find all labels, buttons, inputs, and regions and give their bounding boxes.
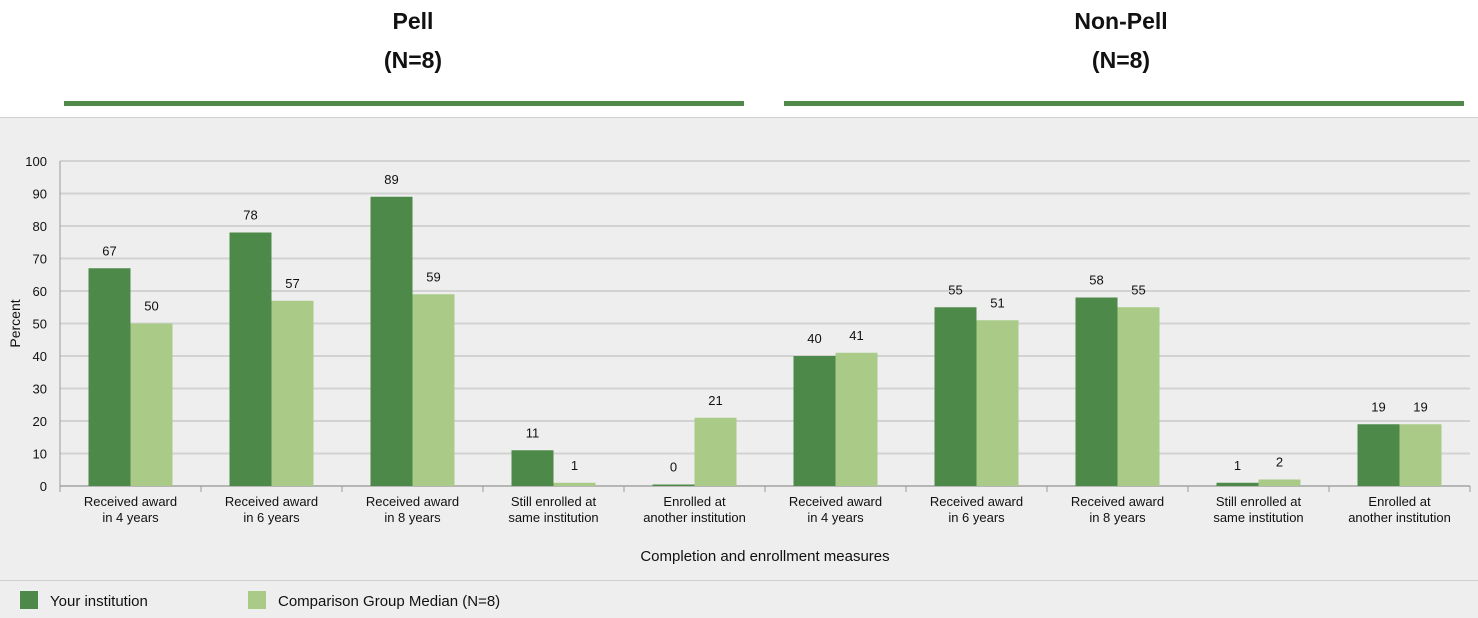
- bar-your-institution: [370, 196, 413, 486]
- data-label: 67: [102, 243, 116, 258]
- x-tick-label: Received award: [225, 494, 318, 509]
- legend-swatch-your-institution: [20, 591, 38, 609]
- data-label: 11: [526, 425, 540, 440]
- data-label: 41: [849, 328, 863, 343]
- y-tick-label: 50: [33, 317, 47, 332]
- y-tick-label: 10: [33, 447, 47, 462]
- chart-panel: 0 10 20 30 40 50 60 70 80 90 100 Percent 67 50 Receive…: [0, 117, 1478, 618]
- x-tick-label: in 6 years: [243, 510, 300, 525]
- data-label: 19: [1413, 399, 1427, 414]
- y-tick-label: 80: [33, 219, 47, 234]
- legend-swatch-comparison: [248, 591, 266, 609]
- x-tick-label: in 8 years: [1089, 510, 1146, 525]
- bar-comparison: [1399, 424, 1442, 486]
- legend: Your institution Comparison Group Median…: [0, 580, 1478, 618]
- x-tick-label: Received award: [930, 494, 1023, 509]
- pell-n: (N=8): [383, 47, 443, 73]
- bar-your-institution: [652, 484, 695, 486]
- nonpell-n: (N=8): [1091, 47, 1151, 73]
- y-tick-label: 90: [33, 187, 47, 202]
- data-label: 55: [948, 282, 962, 297]
- data-label: 78: [243, 208, 257, 223]
- x-tick-label: same institution: [1213, 510, 1303, 525]
- bar-your-institution: [793, 356, 836, 486]
- legend-label-your-institution: Your institution: [50, 593, 148, 610]
- x-tick-label: Received award: [789, 494, 882, 509]
- data-label: 0: [670, 460, 677, 475]
- bar-comparison: [271, 300, 314, 486]
- y-axis-title: Percent: [7, 299, 23, 347]
- x-tick-label: Received award: [1071, 494, 1164, 509]
- y-tick-label: 100: [25, 154, 47, 169]
- bar-your-institution: [1216, 482, 1259, 486]
- y-tick-label: 40: [33, 349, 47, 364]
- pell-group-header: Pell (N=8): [263, 8, 563, 74]
- bar-comparison: [412, 294, 455, 486]
- y-tick-label: 60: [33, 284, 47, 299]
- x-tick-label: same institution: [508, 510, 598, 525]
- data-label: 55: [1131, 282, 1145, 297]
- bar-comparison: [1258, 479, 1301, 486]
- bar-comparison: [1117, 307, 1160, 486]
- bar-your-institution: [1075, 297, 1118, 486]
- x-tick-label: in 8 years: [384, 510, 441, 525]
- data-label: 19: [1371, 399, 1385, 414]
- bar-chart: 0102030405060708090100Percent6750Receive…: [7, 154, 1471, 565]
- data-label: 58: [1089, 273, 1103, 288]
- data-label: 40: [807, 331, 821, 346]
- x-tick-label: Still enrolled at: [511, 494, 597, 509]
- y-tick-label: 30: [33, 382, 47, 397]
- x-tick-label: another institution: [643, 510, 746, 525]
- bar-your-institution: [934, 307, 977, 486]
- bar-your-institution: [1357, 424, 1400, 486]
- data-label: 21: [708, 393, 722, 408]
- nonpell-title: Non-Pell: [1074, 8, 1168, 34]
- data-label: 1: [1234, 458, 1241, 473]
- nonpell-group-header: Non-Pell (N=8): [971, 8, 1271, 74]
- x-tick-label: in 4 years: [807, 510, 864, 525]
- bar-your-institution: [229, 232, 272, 486]
- data-label: 59: [426, 269, 440, 284]
- bar-your-institution: [511, 450, 554, 486]
- bar-comparison: [130, 323, 173, 486]
- x-tick-label: another institution: [1348, 510, 1451, 525]
- x-tick-label: Received award: [84, 494, 177, 509]
- y-tick-label: 70: [33, 252, 47, 267]
- data-label: 1: [571, 458, 578, 473]
- y-tick-label: 0: [40, 479, 47, 494]
- x-tick-label: Still enrolled at: [1216, 494, 1302, 509]
- pell-divider: [64, 101, 744, 106]
- x-tick-label: in 6 years: [948, 510, 1005, 525]
- x-axis-title: Completion and enrollment measures: [640, 548, 889, 565]
- bar-your-institution: [88, 268, 131, 486]
- x-tick-label: in 4 years: [102, 510, 159, 525]
- x-tick-label: Enrolled at: [663, 494, 726, 509]
- bar-comparison: [553, 482, 596, 486]
- x-tick-label: Enrolled at: [1368, 494, 1431, 509]
- data-label: 50: [144, 299, 158, 314]
- bar-comparison: [976, 320, 1019, 486]
- data-label: 2: [1276, 455, 1283, 470]
- pell-title: Pell: [392, 8, 434, 34]
- bar-comparison: [835, 352, 878, 486]
- data-label: 89: [384, 172, 398, 187]
- data-label: 51: [990, 295, 1004, 310]
- legend-label-comparison: Comparison Group Median (N=8): [278, 593, 501, 610]
- nonpell-divider: [784, 101, 1464, 106]
- x-tick-label: Received award: [366, 494, 459, 509]
- data-label: 57: [285, 276, 299, 291]
- bar-comparison: [694, 417, 737, 486]
- y-tick-label: 20: [33, 414, 47, 429]
